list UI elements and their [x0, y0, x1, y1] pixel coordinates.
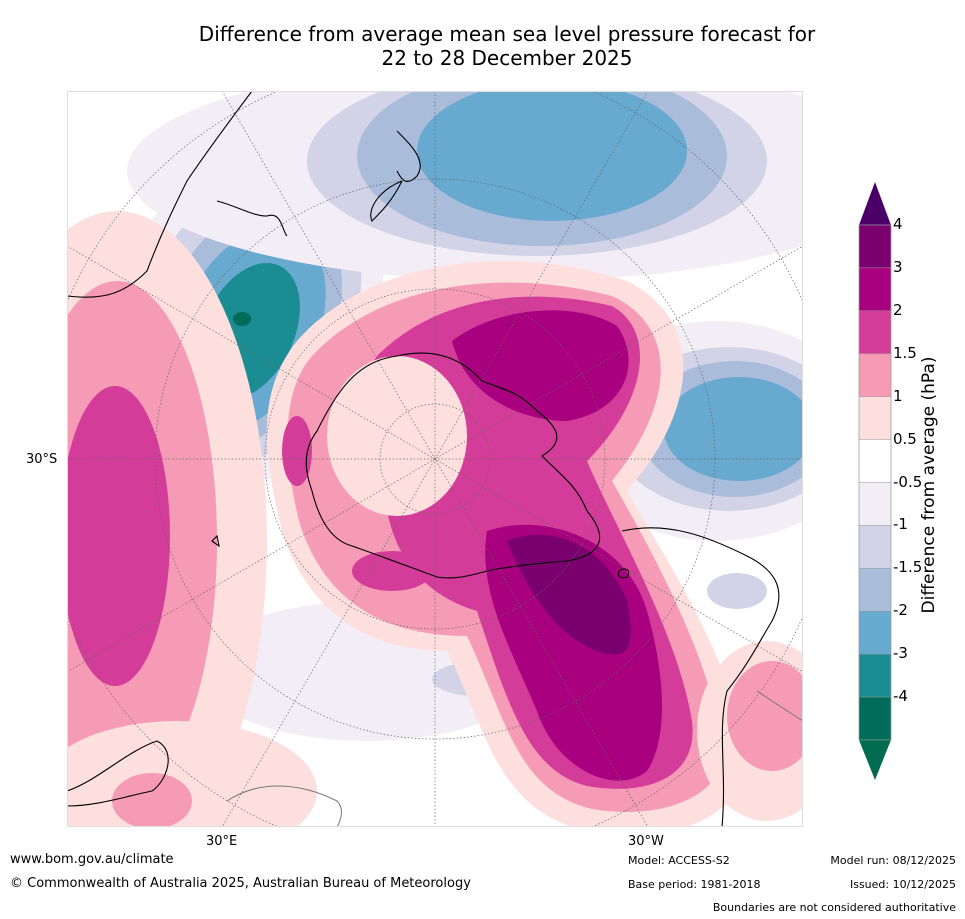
colorbar-tick-label: -1.5 [893, 558, 923, 577]
colorbar-band [858, 611, 892, 655]
map-title: Difference from average mean sea level p… [0, 22, 965, 70]
graticule [67, 91, 803, 827]
coastlines [67, 91, 780, 827]
lon-label-30w: 30°W [628, 834, 664, 849]
colorbar-band [858, 224, 892, 269]
colorbar-title: Difference from average (hPa) [919, 356, 939, 614]
madagascar [211, 534, 220, 548]
falklands [617, 568, 630, 579]
colorbar-bands [858, 224, 892, 741]
colorbar-band [858, 353, 892, 397]
footer-url[interactable]: www.bom.gov.au/climate [10, 852, 174, 867]
footer-base-period: Base period: 1981-2018 [628, 878, 761, 891]
colorbar-tick-label: 3 [893, 257, 903, 276]
colorbar-band [858, 439, 892, 483]
country-borders [226, 690, 803, 827]
colorbar-tick-label: -3 [893, 644, 908, 663]
colorbar-band [858, 267, 892, 312]
colorbar-band [858, 396, 892, 440]
colorbar-tick-label: -4 [893, 687, 908, 706]
colorbar-tick-label: 2 [893, 300, 903, 319]
colorbar-frame [858, 224, 892, 741]
colorbar-band [858, 653, 892, 698]
colorbar-svg [858, 182, 892, 780]
colorbar-top-arrow [859, 182, 891, 225]
antarctica-coast [305, 352, 600, 579]
anomaly-high-africa [67, 721, 317, 827]
colorbar-tick-label: -2 [893, 601, 908, 620]
footer-model-run: Model run: 08/12/2025 [830, 854, 956, 867]
lat-label-30s: 30°S [26, 452, 58, 467]
colorbar-tick-label: 4 [893, 215, 903, 233]
pressure-anomaly-map [67, 91, 803, 827]
colorbar-band [858, 310, 892, 354]
colorbar-band [858, 482, 892, 526]
colorbar-tick-label: 1 [893, 386, 903, 405]
colorbar-tick-label: -0.5 [893, 472, 923, 491]
anomaly-low-pacific [127, 91, 803, 281]
colorbar: 4 3 2 1.5 1 0.5 -0.5 -1 -1.5 -2 -3 -4 [855, 180, 965, 790]
anomaly-high-indian [67, 211, 267, 827]
title-line-1: Difference from average mean sea level p… [198, 22, 816, 46]
colorbar-tick-label: -1 [893, 515, 908, 534]
footer-model: Model: ACCESS-S2 [628, 854, 730, 867]
footer-issued: Issued: 10/12/2025 [849, 878, 956, 891]
title-line-2: 22 to 28 December 2025 [381, 46, 633, 70]
colorbar-tick-label: 1.5 [893, 343, 917, 362]
colorbar-band [858, 568, 892, 612]
colorbar-bottom-arrow [859, 740, 891, 780]
lon-label-30e: 30°E [206, 834, 238, 849]
footer-disclaimer: Boundaries are not considered authoritat… [712, 901, 956, 914]
map-canvas [67, 91, 803, 827]
colorbar-tick-label: 0.5 [893, 429, 917, 448]
map-frame [67, 91, 803, 827]
footer-copyright: © Commonwealth of Australia 2025, Austra… [10, 876, 471, 891]
africa-coast [67, 740, 169, 807]
new-zealand-north [396, 130, 421, 182]
anomaly-high-polar [266, 261, 748, 827]
south-america-coast [621, 527, 780, 827]
new-zealand-south [370, 180, 403, 222]
colorbar-band [858, 525, 892, 569]
australia-east-coast [216, 200, 288, 237]
colorbar-band [858, 696, 892, 741]
anomaly-weak-low-patch-east [707, 573, 767, 609]
australia-coast [67, 91, 253, 298]
